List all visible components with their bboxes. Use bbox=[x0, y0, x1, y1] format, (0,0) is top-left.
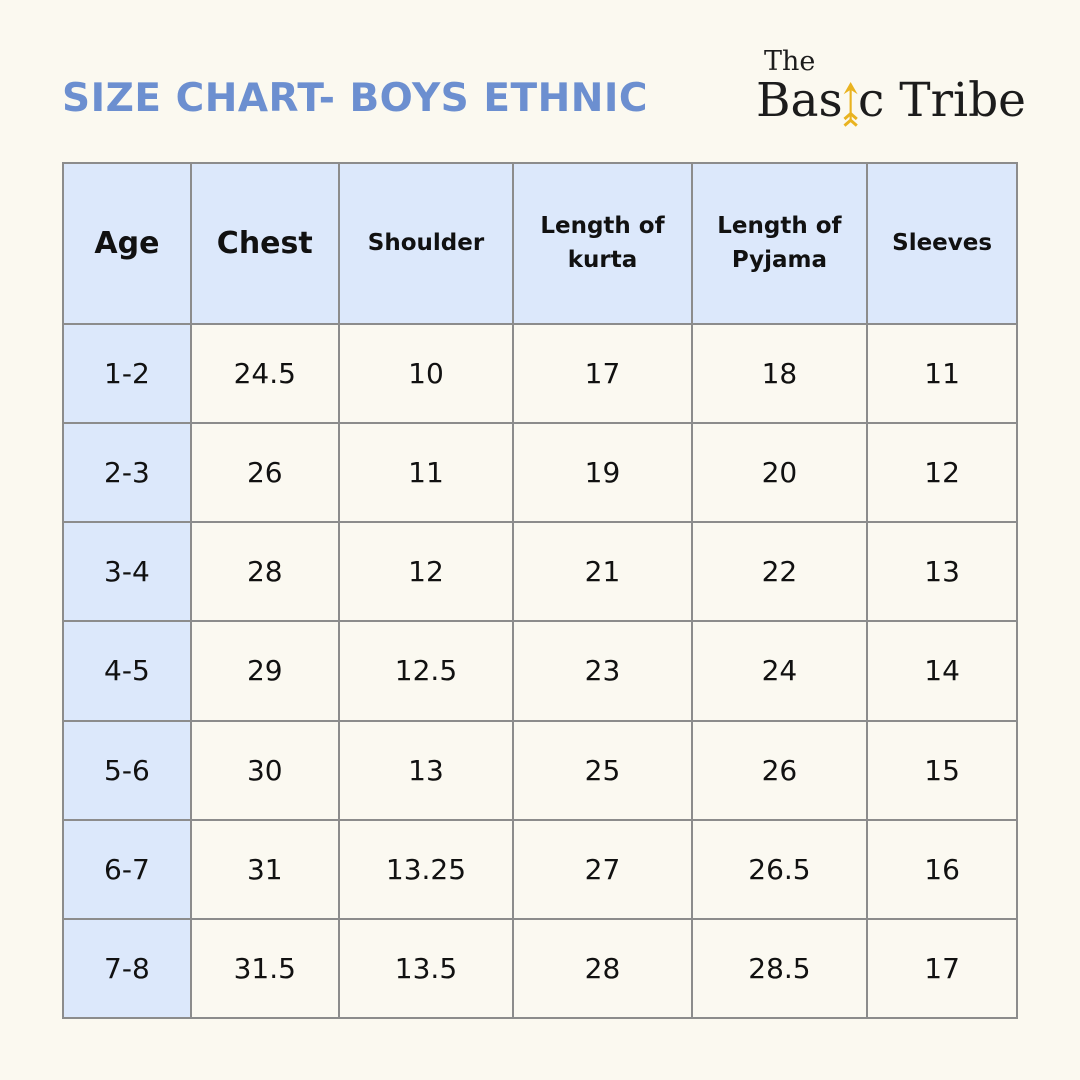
pyjama-length-cell: 26.5 bbox=[690, 818, 869, 920]
kurta-length-cell: 21 bbox=[512, 521, 693, 623]
table-row: 7-8 31.5 13.5 28 28.5 17 bbox=[62, 917, 1018, 1020]
table-row: 1-2 24.5 10 17 18 11 bbox=[62, 322, 1018, 425]
age-cell: 1-2 bbox=[62, 322, 192, 425]
column-header-age: Age bbox=[62, 162, 192, 325]
column-header-chest: Chest bbox=[189, 162, 340, 325]
kurta-length-cell: 27 bbox=[512, 818, 693, 920]
pyjama-length-cell: 26 bbox=[690, 719, 869, 821]
chest-cell: 24.5 bbox=[189, 322, 340, 425]
shoulder-cell: 12 bbox=[337, 521, 515, 623]
kurta-length-cell: 28 bbox=[512, 917, 693, 1020]
table-body: 1-2 24.5 10 17 18 11 2-3 26 11 19 20 12 … bbox=[62, 322, 1018, 1020]
table-row: 6-7 31 13.25 27 26.5 16 bbox=[62, 818, 1018, 920]
age-cell: 2-3 bbox=[62, 422, 192, 524]
table-header: Age Chest Shoulder Length of kurta Lengt… bbox=[62, 162, 1018, 325]
sleeves-cell: 12 bbox=[866, 422, 1018, 524]
sleeves-cell: 15 bbox=[866, 719, 1018, 821]
age-cell: 7-8 bbox=[62, 917, 192, 1020]
column-header-sleeves: Sleeves bbox=[866, 162, 1018, 325]
pyjama-length-cell: 24 bbox=[690, 620, 869, 722]
up-arrow-icon bbox=[843, 81, 858, 127]
table-row: 3-4 28 12 21 22 13 bbox=[62, 521, 1018, 623]
shoulder-cell: 13 bbox=[337, 719, 515, 821]
chest-cell: 31.5 bbox=[189, 917, 340, 1020]
kurta-length-cell: 23 bbox=[512, 620, 693, 722]
brand-logo: The Bas c Tribe bbox=[756, 46, 1026, 128]
logo-the-text: The bbox=[764, 46, 816, 77]
logo-main-text: Bas c Tribe bbox=[756, 73, 1026, 128]
pyjama-length-cell: 22 bbox=[690, 521, 869, 623]
shoulder-cell: 13.25 bbox=[337, 818, 515, 920]
table-row: 2-3 26 11 19 20 12 bbox=[62, 422, 1018, 524]
kurta-length-cell: 19 bbox=[512, 422, 693, 524]
shoulder-cell: 13.5 bbox=[337, 917, 515, 1020]
column-header-length-of-pyjama: Length of Pyjama bbox=[690, 162, 869, 325]
sleeves-cell: 17 bbox=[866, 917, 1018, 1020]
chest-cell: 30 bbox=[189, 719, 340, 821]
chest-cell: 31 bbox=[189, 818, 340, 920]
shoulder-cell: 10 bbox=[337, 322, 515, 425]
header-row: Age Chest Shoulder Length of kurta Lengt… bbox=[62, 162, 1018, 325]
logo-tribe-text: Tribe bbox=[884, 73, 1026, 128]
pyjama-length-cell: 20 bbox=[690, 422, 869, 524]
column-header-length-of-kurta: Length of kurta bbox=[512, 162, 693, 325]
size-chart-table: Age Chest Shoulder Length of kurta Lengt… bbox=[62, 162, 1018, 1020]
age-cell: 3-4 bbox=[62, 521, 192, 623]
table-row: 5-6 30 13 25 26 15 bbox=[62, 719, 1018, 821]
page-title: SIZE CHART- BOYS ETHNIC bbox=[62, 76, 649, 121]
sleeves-cell: 16 bbox=[866, 818, 1018, 920]
age-cell: 4-5 bbox=[62, 620, 192, 722]
table-row: 4-5 29 12.5 23 24 14 bbox=[62, 620, 1018, 722]
chest-cell: 26 bbox=[189, 422, 340, 524]
logo-basic-suffix: c bbox=[857, 73, 885, 128]
chest-cell: 29 bbox=[189, 620, 340, 722]
pyjama-length-cell: 18 bbox=[690, 322, 869, 425]
sleeves-cell: 13 bbox=[866, 521, 1018, 623]
age-cell: 5-6 bbox=[62, 719, 192, 821]
sleeves-cell: 11 bbox=[866, 322, 1018, 425]
shoulder-cell: 11 bbox=[337, 422, 515, 524]
age-cell: 6-7 bbox=[62, 818, 192, 920]
pyjama-length-cell: 28.5 bbox=[690, 917, 869, 1020]
kurta-length-cell: 17 bbox=[512, 322, 693, 425]
logo-basic-prefix: Bas bbox=[756, 73, 843, 128]
kurta-length-cell: 25 bbox=[512, 719, 693, 821]
chest-cell: 28 bbox=[189, 521, 340, 623]
column-header-shoulder: Shoulder bbox=[337, 162, 515, 325]
sleeves-cell: 14 bbox=[866, 620, 1018, 722]
shoulder-cell: 12.5 bbox=[337, 620, 515, 722]
